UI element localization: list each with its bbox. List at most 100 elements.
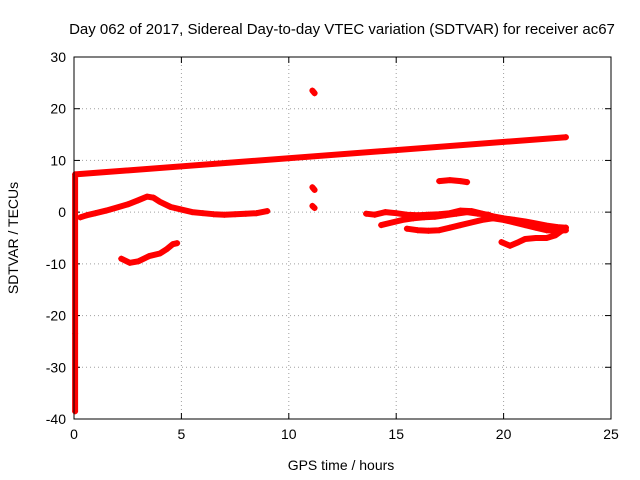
data-point xyxy=(562,134,569,141)
data-point xyxy=(178,206,185,213)
data-point xyxy=(446,224,453,231)
series-track xyxy=(77,193,271,221)
data-point xyxy=(532,224,539,231)
data-point xyxy=(232,211,239,218)
data-point xyxy=(126,259,133,266)
data-point xyxy=(511,219,518,226)
data-point xyxy=(522,236,529,243)
data-point xyxy=(167,203,174,210)
y-tick-label: 20 xyxy=(50,101,66,117)
data-point xyxy=(515,239,522,246)
data-point xyxy=(242,210,249,217)
data-point xyxy=(403,225,410,232)
data-point xyxy=(83,212,90,219)
data-point xyxy=(532,235,539,241)
data-point xyxy=(253,210,260,217)
data-point xyxy=(156,198,163,205)
data-point xyxy=(425,227,432,234)
y-tick-label: -10 xyxy=(46,256,66,272)
data-point xyxy=(543,227,550,234)
data-point xyxy=(446,177,453,184)
data-point xyxy=(169,241,176,248)
data-points xyxy=(72,87,569,415)
data-point xyxy=(464,179,471,186)
data-point xyxy=(468,219,475,226)
data-point xyxy=(189,209,196,216)
data-point xyxy=(146,253,153,260)
x-tick-label: 5 xyxy=(178,426,186,442)
y-axis-label: SDTVAR / TECUs xyxy=(5,182,21,294)
data-point xyxy=(388,219,395,226)
data-point xyxy=(72,330,79,337)
data-point xyxy=(421,214,428,221)
data-point xyxy=(410,215,417,222)
data-point xyxy=(77,214,84,221)
data-point xyxy=(399,216,406,223)
data-point xyxy=(507,242,514,249)
data-point xyxy=(474,210,481,217)
data-point xyxy=(150,194,157,201)
data-point xyxy=(414,227,421,234)
x-tick-label: 10 xyxy=(281,426,297,442)
data-point xyxy=(431,213,438,220)
series-track xyxy=(436,177,471,186)
y-tick-label: 30 xyxy=(50,49,66,65)
chart-title: Day 062 of 2017, Sidereal Day-to-day VTE… xyxy=(69,21,615,38)
data-point xyxy=(552,232,559,239)
y-tick-label: 10 xyxy=(50,152,66,168)
grid xyxy=(74,57,611,419)
data-point xyxy=(210,211,217,218)
data-point xyxy=(393,210,400,217)
data-point xyxy=(363,210,370,217)
y-tick-label: -40 xyxy=(46,411,66,427)
data-point xyxy=(144,193,151,200)
data-point xyxy=(558,227,565,234)
data-point xyxy=(479,216,486,223)
data-point xyxy=(489,215,496,222)
data-point xyxy=(464,209,471,216)
data-point xyxy=(113,204,120,211)
data-point xyxy=(436,227,443,234)
x-tick-label: 15 xyxy=(388,426,404,442)
data-point xyxy=(72,408,79,415)
data-point xyxy=(500,216,507,223)
y-tick-label: -20 xyxy=(46,308,66,324)
x-axis-label: GPS time / hours xyxy=(288,457,395,473)
data-point xyxy=(103,207,110,214)
data-point xyxy=(311,90,318,97)
plot-frame xyxy=(73,56,612,420)
x-tick-label: 0 xyxy=(70,426,78,442)
data-point xyxy=(378,222,385,229)
data-point xyxy=(124,201,131,208)
y-tick-label: 0 xyxy=(58,204,66,220)
data-point xyxy=(382,209,389,216)
x-tick-label: 20 xyxy=(496,426,512,442)
data-point xyxy=(221,211,228,218)
data-point xyxy=(163,246,170,253)
y-tick-label: -30 xyxy=(46,359,66,375)
data-point xyxy=(371,211,378,218)
data-point xyxy=(453,210,460,217)
data-point xyxy=(522,222,529,229)
data-point xyxy=(135,258,142,265)
x-tick-label: 25 xyxy=(603,426,619,442)
data-point xyxy=(135,197,142,204)
data-point xyxy=(264,208,271,215)
data-point xyxy=(92,210,99,217)
data-point xyxy=(199,210,206,217)
data-point xyxy=(457,222,464,229)
data-point xyxy=(543,235,550,241)
data-point xyxy=(436,178,443,185)
data-point xyxy=(72,171,79,178)
series-track xyxy=(72,134,569,415)
data-point xyxy=(311,186,318,193)
data-point xyxy=(156,250,163,257)
data-point xyxy=(498,239,505,246)
data-point xyxy=(174,240,181,247)
data-point xyxy=(118,255,125,262)
data-point xyxy=(562,224,569,231)
data-point xyxy=(457,178,464,185)
data-point xyxy=(311,205,318,212)
series-track xyxy=(403,215,569,234)
